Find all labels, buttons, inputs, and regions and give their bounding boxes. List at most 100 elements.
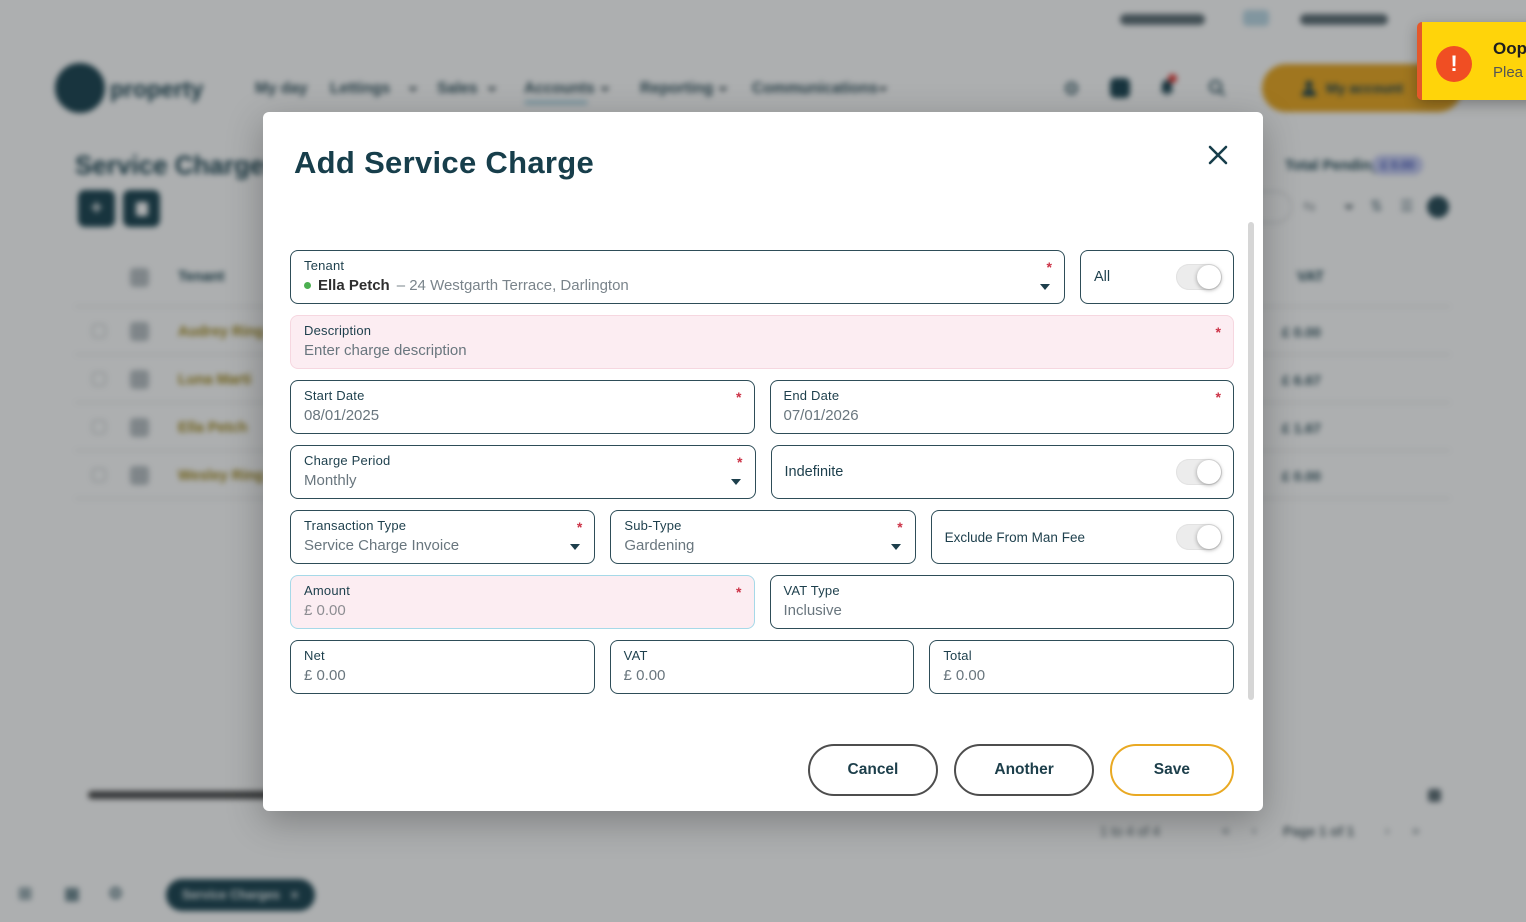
nav-item-reporting[interactable]: Reporting — [640, 80, 714, 97]
row-icon — [130, 322, 149, 341]
amount-cell: £ 1.67 — [1282, 420, 1321, 436]
row-icon — [130, 466, 149, 485]
modal-scrollbar[interactable] — [1248, 222, 1254, 700]
add-charge-button[interactable]: + — [78, 190, 115, 227]
amount-cell: £ 0.00 — [1282, 324, 1321, 340]
pagination-prev-icon[interactable]: ‹ — [1252, 823, 1257, 838]
app-logo-icon — [55, 63, 105, 113]
nav-active-underline — [524, 100, 588, 105]
app-logo-text: property — [110, 76, 204, 102]
net-field[interactable]: Net £ 0.00 — [290, 640, 595, 694]
exclude-man-fee-toggle-field: Exclude From Man Fee — [930, 510, 1234, 564]
tenant-status-dot-icon — [304, 282, 311, 289]
charge-period-value: Monthly — [304, 472, 357, 489]
row-icon — [130, 418, 149, 437]
tenant-link[interactable]: Ella Petch — [178, 420, 248, 436]
required-asterisk: * — [1046, 259, 1052, 275]
description-label: Description — [304, 323, 372, 338]
filter-list-icon[interactable]: ☰ — [1400, 198, 1414, 215]
required-asterisk: * — [737, 454, 743, 470]
transaction-type-value: Service Charge Invoice — [304, 537, 460, 554]
all-toggle[interactable] — [1176, 264, 1222, 290]
vat-type-field[interactable]: VAT Type Inclusive — [769, 575, 1234, 629]
sub-type-select[interactable]: Sub-Type Gardening * — [610, 510, 916, 564]
transaction-type-select[interactable]: Transaction Type Service Charge Invoice … — [290, 510, 596, 564]
nav-item-my-day[interactable]: My day — [255, 80, 308, 97]
column-header-tenant[interactable]: Tenant — [178, 269, 225, 285]
transaction-type-label: Transaction Type — [304, 518, 407, 533]
swap-columns-icon[interactable]: ⇆ — [1303, 198, 1316, 215]
person-icon — [1301, 80, 1317, 97]
error-toast[interactable]: ! Oop Plea — [1417, 22, 1526, 100]
total-field[interactable]: Total £ 0.00 — [929, 640, 1235, 694]
amount-value: £ 0.00 — [304, 602, 346, 619]
pagination-first-icon[interactable]: « — [1222, 823, 1230, 838]
cancel-button[interactable]: Cancel — [807, 744, 939, 796]
pagination-last-icon[interactable]: » — [1412, 823, 1420, 838]
required-asterisk: * — [736, 389, 742, 405]
amount-cell: £ 6.67 — [1282, 372, 1321, 388]
tenant-select[interactable]: Tenant Ella Petch – 24 Westgarth Terrace… — [290, 250, 1065, 304]
tenant-label: Tenant — [304, 258, 345, 273]
sub-type-value: Gardening — [624, 537, 695, 554]
nav-item-accounts[interactable]: Accounts — [524, 80, 595, 97]
required-asterisk: * — [576, 519, 583, 535]
dock-tab-label: Service Charges — [182, 888, 280, 902]
notification-badge — [1168, 74, 1177, 83]
row-checkbox[interactable] — [92, 468, 106, 482]
toggle-knob — [1196, 525, 1221, 549]
dock-building-icon[interactable]: ▦ — [64, 884, 81, 903]
column-header-amount[interactable]: VAT — [1297, 269, 1324, 285]
chevron-down-icon[interactable] — [1344, 205, 1354, 210]
sub-type-label: Sub-Type — [624, 518, 682, 533]
close-icon[interactable]: ✕ — [289, 889, 300, 902]
exclude-man-fee-toggle[interactable] — [1175, 524, 1222, 550]
topbar-link-placeholder[interactable] — [1300, 14, 1388, 25]
vat-label: VAT — [623, 648, 648, 663]
end-date-label: End Date — [783, 388, 840, 403]
indefinite-toggle[interactable] — [1176, 459, 1222, 485]
pagination-page: Page 1 of 1 — [1283, 824, 1355, 839]
header-select-icon[interactable] — [130, 268, 149, 287]
settings-gear-icon[interactable]: ⚙ — [1063, 79, 1081, 100]
close-icon[interactable] — [1205, 142, 1231, 168]
topbar-link-placeholder[interactable] — [1120, 14, 1205, 25]
tenant-link[interactable]: Luna Marti — [178, 372, 252, 388]
start-date-label: Start Date — [304, 388, 365, 403]
required-asterisk: * — [1215, 324, 1221, 340]
chevron-down-icon — [600, 87, 610, 92]
apps-icon[interactable] — [1110, 78, 1130, 98]
another-button[interactable]: Another — [954, 744, 1094, 796]
pagination-next-icon[interactable]: › — [1385, 823, 1390, 838]
save-button[interactable]: Save — [1109, 744, 1234, 796]
nav-item-sales[interactable]: Sales — [437, 80, 478, 97]
dock-tab-service-charges[interactable]: Service Charges ✕ — [166, 879, 316, 911]
start-date-input[interactable]: Start Date 08/01/2025 * — [290, 380, 755, 434]
tenant-link[interactable]: Audrey Ring — [178, 324, 265, 340]
row-checkbox[interactable] — [92, 420, 106, 434]
amount-input[interactable]: Amount £ 0.00 * — [290, 575, 755, 629]
search-icon[interactable] — [1207, 78, 1227, 103]
row-checkbox[interactable] — [92, 324, 106, 338]
dock-gear-icon[interactable]: ⚙ — [108, 884, 124, 903]
nav-item-lettings[interactable]: Lettings — [330, 80, 391, 97]
end-date-input[interactable]: End Date 07/01/2026 * — [769, 380, 1234, 434]
dock-grid-icon[interactable]: ⊞ — [18, 884, 33, 903]
description-input[interactable]: Description Enter charge description * — [290, 315, 1234, 369]
chevron-down-icon — [730, 479, 741, 485]
vat-value: £ 0.00 — [623, 667, 666, 684]
start-date-value: 08/01/2025 — [304, 407, 380, 424]
tenant-link[interactable]: Wesley Ring — [178, 468, 264, 484]
table-settings-icon[interactable] — [1427, 196, 1449, 218]
vat-field[interactable]: VAT £ 0.00 — [609, 640, 915, 694]
sort-icon[interactable]: ⇅ — [1370, 198, 1383, 215]
error-exclamation-icon: ! — [1436, 46, 1472, 82]
required-asterisk: * — [1215, 389, 1221, 405]
nav-item-communications[interactable]: Communications — [752, 80, 878, 97]
net-value: £ 0.00 — [304, 667, 346, 684]
row-checkbox[interactable] — [92, 372, 106, 386]
add-service-charge-modal: Add Service Charge Tenant Ella Petch – 2… — [263, 112, 1263, 811]
export-button[interactable] — [123, 190, 160, 227]
charge-period-select[interactable]: Charge Period Monthly * — [290, 445, 756, 499]
notifications-bell-icon[interactable] — [1157, 74, 1177, 103]
